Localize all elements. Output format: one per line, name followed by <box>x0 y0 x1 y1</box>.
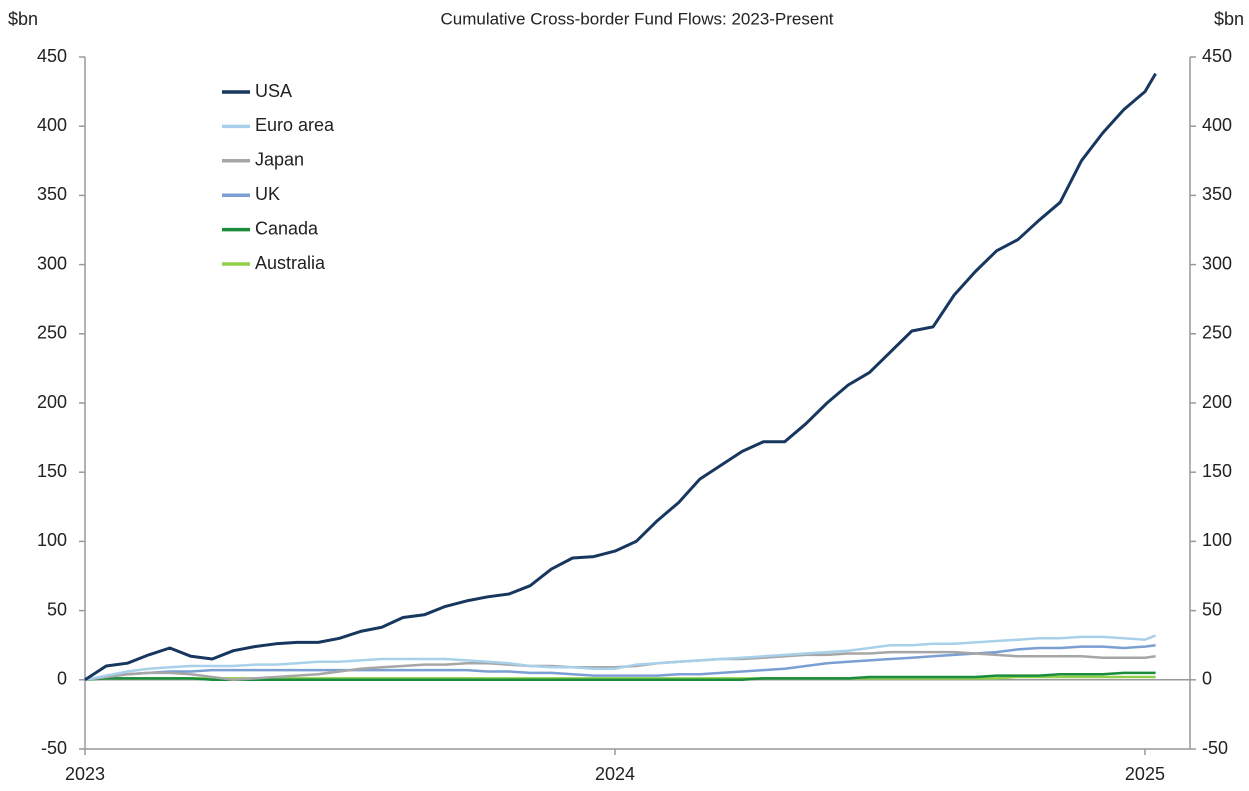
legend-label: Euro area <box>255 115 335 135</box>
y-tick-label: -50 <box>41 738 67 758</box>
y-tick-label: 50 <box>47 599 67 619</box>
y2-tick-label: 450 <box>1202 46 1232 66</box>
legend-label: USA <box>255 81 292 101</box>
y2-tick-label: 0 <box>1202 669 1212 689</box>
y-tick-label: 200 <box>37 392 67 412</box>
y-tick-label: 250 <box>37 323 67 343</box>
chart-title: Cumulative Cross-border Fund Flows: 2023… <box>440 9 833 28</box>
y-tick-label: 100 <box>37 530 67 550</box>
series-line <box>84 634 1157 682</box>
y-tick-label: 400 <box>37 115 67 135</box>
y-tick-label: 350 <box>37 184 67 204</box>
y2-tick-label: -50 <box>1202 738 1228 758</box>
y2-axis-label: $bn <box>1214 9 1244 29</box>
y2-tick-label: 400 <box>1202 115 1232 135</box>
y2-tick-label: 200 <box>1202 392 1232 412</box>
y-axis-label: $bn <box>8 9 38 29</box>
y-tick-label: 0 <box>57 669 67 689</box>
legend-label: Australia <box>255 253 326 273</box>
y2-tick-label: 250 <box>1202 323 1232 343</box>
y2-tick-label: 300 <box>1202 253 1232 273</box>
legend-label: Canada <box>255 218 319 238</box>
series-line <box>84 643 1156 682</box>
legend-label: Japan <box>255 150 304 170</box>
x-tick-label: 2024 <box>595 764 635 784</box>
y-tick-label: 450 <box>37 46 67 66</box>
y-tick-label: 300 <box>37 253 67 273</box>
x-tick-label: 2025 <box>1125 764 1165 784</box>
x-tick-label: 2023 <box>65 764 105 784</box>
legend-label: UK <box>255 184 280 204</box>
y2-tick-label: 350 <box>1202 184 1232 204</box>
y2-tick-label: 150 <box>1202 461 1232 481</box>
y2-tick-label: 100 <box>1202 530 1232 550</box>
series-line <box>84 671 1156 682</box>
y2-tick-label: 50 <box>1202 599 1222 619</box>
y-tick-label: 150 <box>37 461 67 481</box>
series-line <box>84 72 1157 682</box>
